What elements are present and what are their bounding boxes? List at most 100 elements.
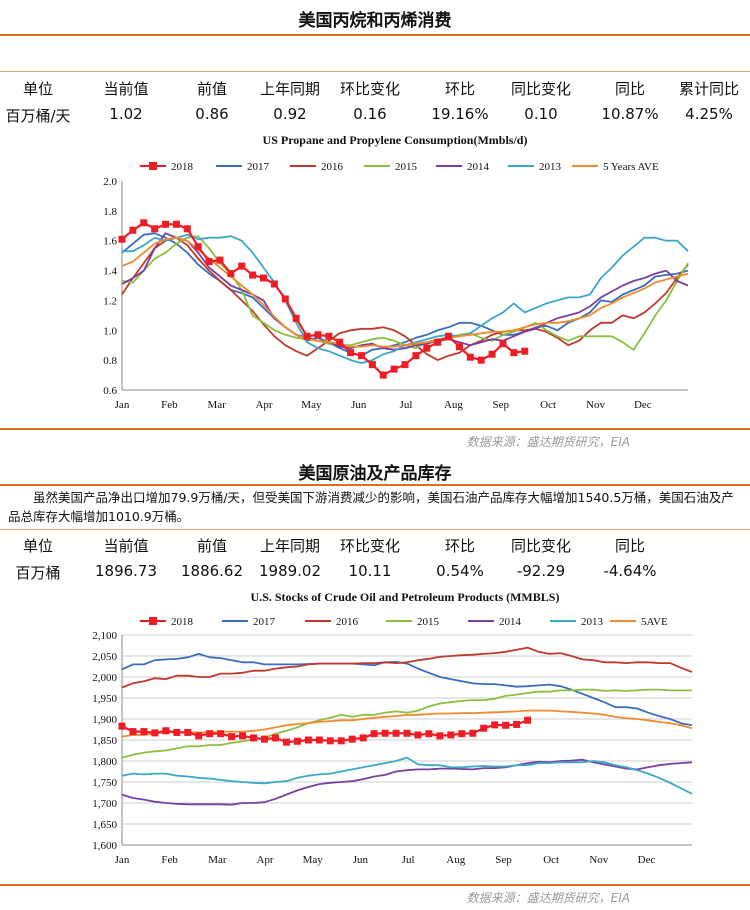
x-tick-label: Nov (586, 399, 605, 411)
data-point-2018 (151, 225, 159, 233)
series-line-2014 (121, 232, 689, 351)
data-point-2018 (521, 347, 529, 355)
section1-table-header-0: 单位 (22, 80, 54, 98)
data-point-2018 (357, 352, 365, 360)
section1-table-header-1: 当前值 (103, 80, 149, 98)
data-point-2018 (173, 728, 181, 736)
x-tick-label: Dec (638, 854, 656, 866)
section1-table-value-3: 0.92 (273, 105, 307, 123)
x-tick-label: Apr (256, 854, 273, 866)
section2-table-value-3: 1989.02 (258, 562, 322, 580)
y-tick-label: 1.2 (103, 295, 117, 307)
data-point-2018 (129, 728, 137, 736)
section2-table-header-6: 同比变化 (510, 537, 572, 555)
section2-table-header-2: 前值 (196, 537, 228, 555)
section1-table-value-7: 10.87% (601, 105, 659, 123)
section2-table-value-0: 百万桶 (15, 564, 61, 582)
data-point-2018 (337, 737, 345, 745)
series-line-2016 (121, 646, 693, 689)
series-line-2016 (121, 236, 689, 362)
data-point-2018 (513, 720, 521, 728)
x-tick-label: Oct (540, 399, 556, 411)
data-point-2018 (217, 730, 225, 738)
section1-table-header-6: 同比变化 (510, 80, 572, 98)
section1-source: 数据来源：盛达期货研究，EIA (466, 435, 630, 449)
data-point-2018 (412, 352, 420, 360)
section2-table-header-7: 同比 (614, 537, 646, 555)
x-tick-label: Jan (115, 399, 130, 411)
data-point-2018 (206, 730, 214, 738)
data-point-2018 (140, 728, 148, 736)
data-point-2018 (118, 235, 126, 243)
section1-bottom-rule (0, 428, 750, 430)
y-tick-label: 2,000 (92, 672, 117, 684)
data-point-2018 (480, 724, 488, 732)
section1-table-value-4: 0.16 (353, 105, 387, 123)
data-point-2018 (403, 729, 411, 737)
data-point-2018 (261, 735, 268, 743)
data-point-2018 (281, 295, 289, 303)
legend-label-6: 5AVE (641, 616, 668, 628)
section2-table-header-1: 当前值 (103, 537, 149, 555)
data-point-2018 (458, 730, 466, 738)
x-tick-label: Jul (402, 854, 415, 866)
data-point-2018 (414, 731, 422, 739)
y-tick-label: 1,800 (92, 756, 117, 768)
legend-label-1: 2017 (247, 161, 270, 173)
data-point-2018 (249, 271, 257, 279)
section2-table-header-0: 单位 (22, 537, 54, 555)
x-tick-label: Nov (589, 854, 608, 866)
legend-label-4: 2014 (499, 616, 522, 628)
series-line-5ave (121, 709, 693, 738)
legend-label-4: 2014 (467, 161, 490, 173)
series-line-2013 (121, 756, 693, 795)
section2-top-rule (0, 484, 750, 486)
data-point-2018 (434, 338, 442, 346)
y-tick-label: 1,900 (92, 714, 117, 726)
data-point-2018 (423, 344, 431, 352)
data-point-2018 (401, 361, 409, 369)
legend-label-5: 2013 (581, 616, 604, 628)
x-tick-label: Aug (444, 399, 463, 411)
data-point-2018 (425, 730, 433, 738)
data-point-2018 (216, 256, 224, 264)
section1-table-value-1: 1.02 (109, 105, 143, 123)
x-tick-label: Oct (543, 854, 559, 866)
section2-table-header-3: 上年同期 (259, 537, 321, 555)
x-tick-label: Jan (115, 854, 130, 866)
data-point-2018 (510, 349, 518, 357)
y-tick-label: 2,050 (92, 651, 117, 663)
section2-title: 美国原油及产品库存 (298, 464, 452, 484)
data-point-2018 (488, 350, 496, 358)
section1-top-rule (0, 34, 750, 36)
data-point-2018 (348, 735, 356, 743)
section1-title: 美国丙烷和丙烯消费 (298, 11, 452, 31)
section1-table-header-8: 累计同比 (678, 80, 740, 98)
section2-paragraph: 虽然美国产品净出口增加79.9万桶/天，但受美国下游消费减少的影响，美国石油产品… (8, 490, 734, 524)
x-tick-label: Feb (161, 854, 178, 866)
data-point-2018 (194, 243, 202, 251)
data-point-2018 (303, 332, 311, 340)
data-point-2018 (466, 353, 474, 361)
x-tick-label: Dec (634, 399, 652, 411)
section1-table-rule (0, 71, 750, 72)
data-point-2018 (172, 220, 180, 228)
data-point-2018 (151, 729, 159, 737)
data-point-2018 (370, 730, 378, 738)
x-tick-label: Jul (400, 399, 413, 411)
section1-table-value-8: 4.25% (685, 105, 733, 123)
y-tick-label: 1.8 (103, 206, 117, 218)
y-tick-label: 1,750 (92, 777, 117, 789)
legend-marker-0 (149, 162, 157, 170)
y-tick-label: 1.0 (103, 325, 117, 337)
section1-table-value-5: 19.16% (431, 105, 489, 123)
section2-table-value-6: -92.29 (516, 562, 566, 580)
data-point-2018 (184, 728, 192, 736)
section1-table-header-7: 同比 (614, 80, 646, 98)
data-point-2018 (239, 732, 247, 740)
data-point-2018 (359, 734, 367, 742)
crude-stocks-chart: U.S. Stocks of Crude Oil and Petroleum P… (92, 590, 693, 866)
y-tick-label: 1,600 (92, 840, 117, 852)
series-line-2018 (121, 221, 525, 377)
x-tick-label: Jun (353, 854, 369, 866)
